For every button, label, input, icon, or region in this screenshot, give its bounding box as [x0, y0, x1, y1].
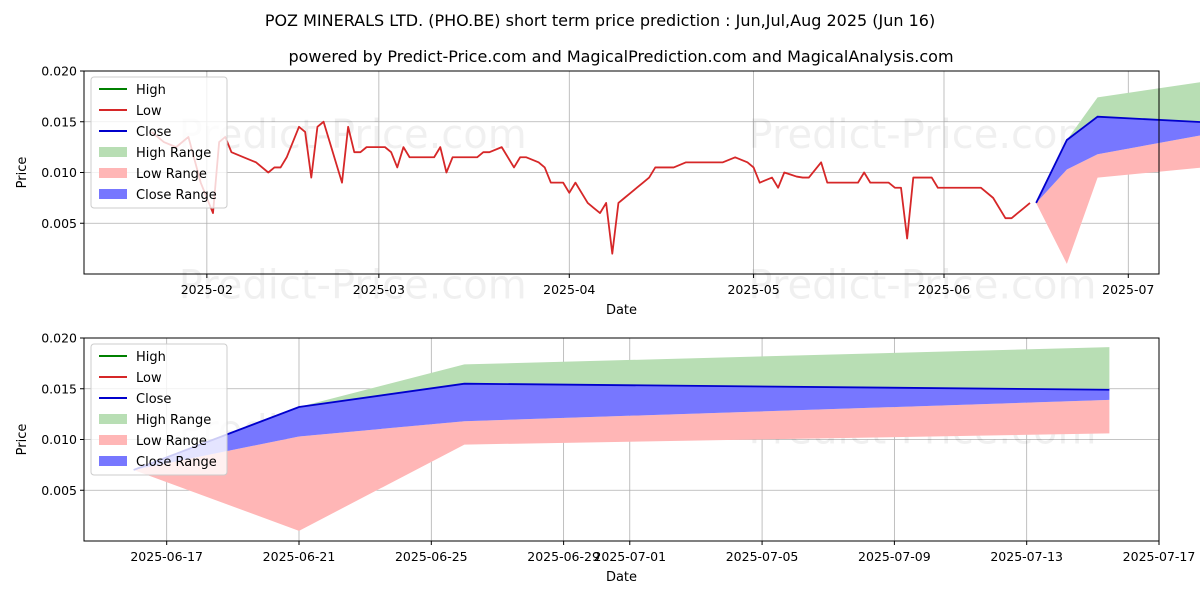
low-price-line	[150, 120, 1031, 255]
legend-label: High Range	[136, 413, 211, 428]
legend-patch-swatch	[99, 414, 127, 424]
chart-title: POZ MINERALS LTD. (PHO.BE) short term pr…	[265, 11, 935, 30]
x-tick-label: 2025-07	[1102, 282, 1154, 297]
x-tick-label: 2025-04	[543, 282, 595, 297]
x-tick-label: 2025-06-21	[263, 549, 336, 564]
plot-frame	[83, 337, 1160, 542]
y-tick-label: 0.010	[41, 165, 77, 180]
x-axis-label: Date	[606, 303, 637, 318]
x-tick-label: 2025-07-13	[990, 549, 1063, 564]
x-tick-label: 2025-05	[727, 282, 779, 297]
close-range-band	[133, 383, 1110, 470]
legend-label: High Range	[136, 146, 211, 161]
y-tick-label: 0.015	[41, 381, 77, 396]
legend-patch-swatch	[99, 456, 127, 466]
legend-label: Close Range	[136, 188, 217, 203]
high-range-band	[133, 347, 1110, 470]
watermark: Predict-Price.com	[179, 262, 527, 308]
legend: High Low Close High Range Low Range Close Ran…	[90, 76, 228, 209]
x-tick-label: 2025-07-17	[1123, 549, 1196, 564]
legend-label: Low	[136, 104, 162, 119]
y-tick-label: 0.005	[41, 483, 77, 498]
plot-frame	[83, 70, 1160, 275]
legend-label: Low	[136, 371, 162, 386]
y-axis-label: Price	[15, 424, 30, 456]
x-tick-label: 2025-06-25	[395, 549, 468, 564]
watermark: Predict-Price.com	[749, 112, 1097, 158]
y-tick-label: 0.010	[41, 432, 77, 447]
plot-top: 0.005 0.010 0.015 0.020 2025-02 2025-03 2025-0…	[15, 64, 1200, 318]
x-tick-label: 2025-06-29	[527, 549, 600, 564]
close-forecast-line	[1035, 115, 1200, 204]
legend-patch-swatch	[99, 189, 127, 199]
x-tick-label: 2025-03	[353, 282, 405, 297]
x-axis-label: Date	[606, 570, 637, 585]
watermark: Predict-Price.com	[179, 112, 527, 158]
plot-bottom: 0.005 0.010 0.015 0.020 2025-06-17 2025-06-21…	[15, 331, 1195, 586]
x-tick-label: 2025-07-05	[726, 549, 799, 564]
legend-label: Close	[136, 392, 171, 407]
legend: High Low Close High Range Low Range Close Ran…	[90, 343, 228, 476]
legend-label: High	[136, 350, 166, 365]
legend-label: Close	[136, 125, 171, 140]
legend-patch-swatch	[99, 147, 127, 157]
low-range-band	[133, 399, 1110, 531]
legend-label: Low Range	[136, 434, 207, 449]
y-tick-label: 0.020	[41, 64, 77, 79]
chart-subtitle: powered by Predict-Price.com and Magical…	[288, 47, 953, 66]
x-tick-label: 2025-06-17	[130, 549, 203, 564]
y-tick-label: 0.005	[41, 216, 77, 231]
x-tick-label: 2025-02	[181, 282, 233, 297]
legend-label: High	[136, 83, 166, 98]
legend-patch-swatch	[99, 435, 127, 445]
y-tick-label: 0.020	[41, 331, 77, 346]
legend-patch-swatch	[99, 168, 127, 178]
y-tick-label: 0.015	[41, 114, 77, 129]
legend-label: Low Range	[136, 167, 207, 182]
y-axis-label: Price	[15, 157, 30, 189]
legend-label: Close Range	[136, 455, 217, 470]
x-tick-label: 2025-06	[918, 282, 970, 297]
watermark: Predict-Price.com	[749, 262, 1097, 308]
x-tick-label: 2025-07-01	[593, 549, 666, 564]
x-tick-label: 2025-07-09	[858, 549, 931, 564]
